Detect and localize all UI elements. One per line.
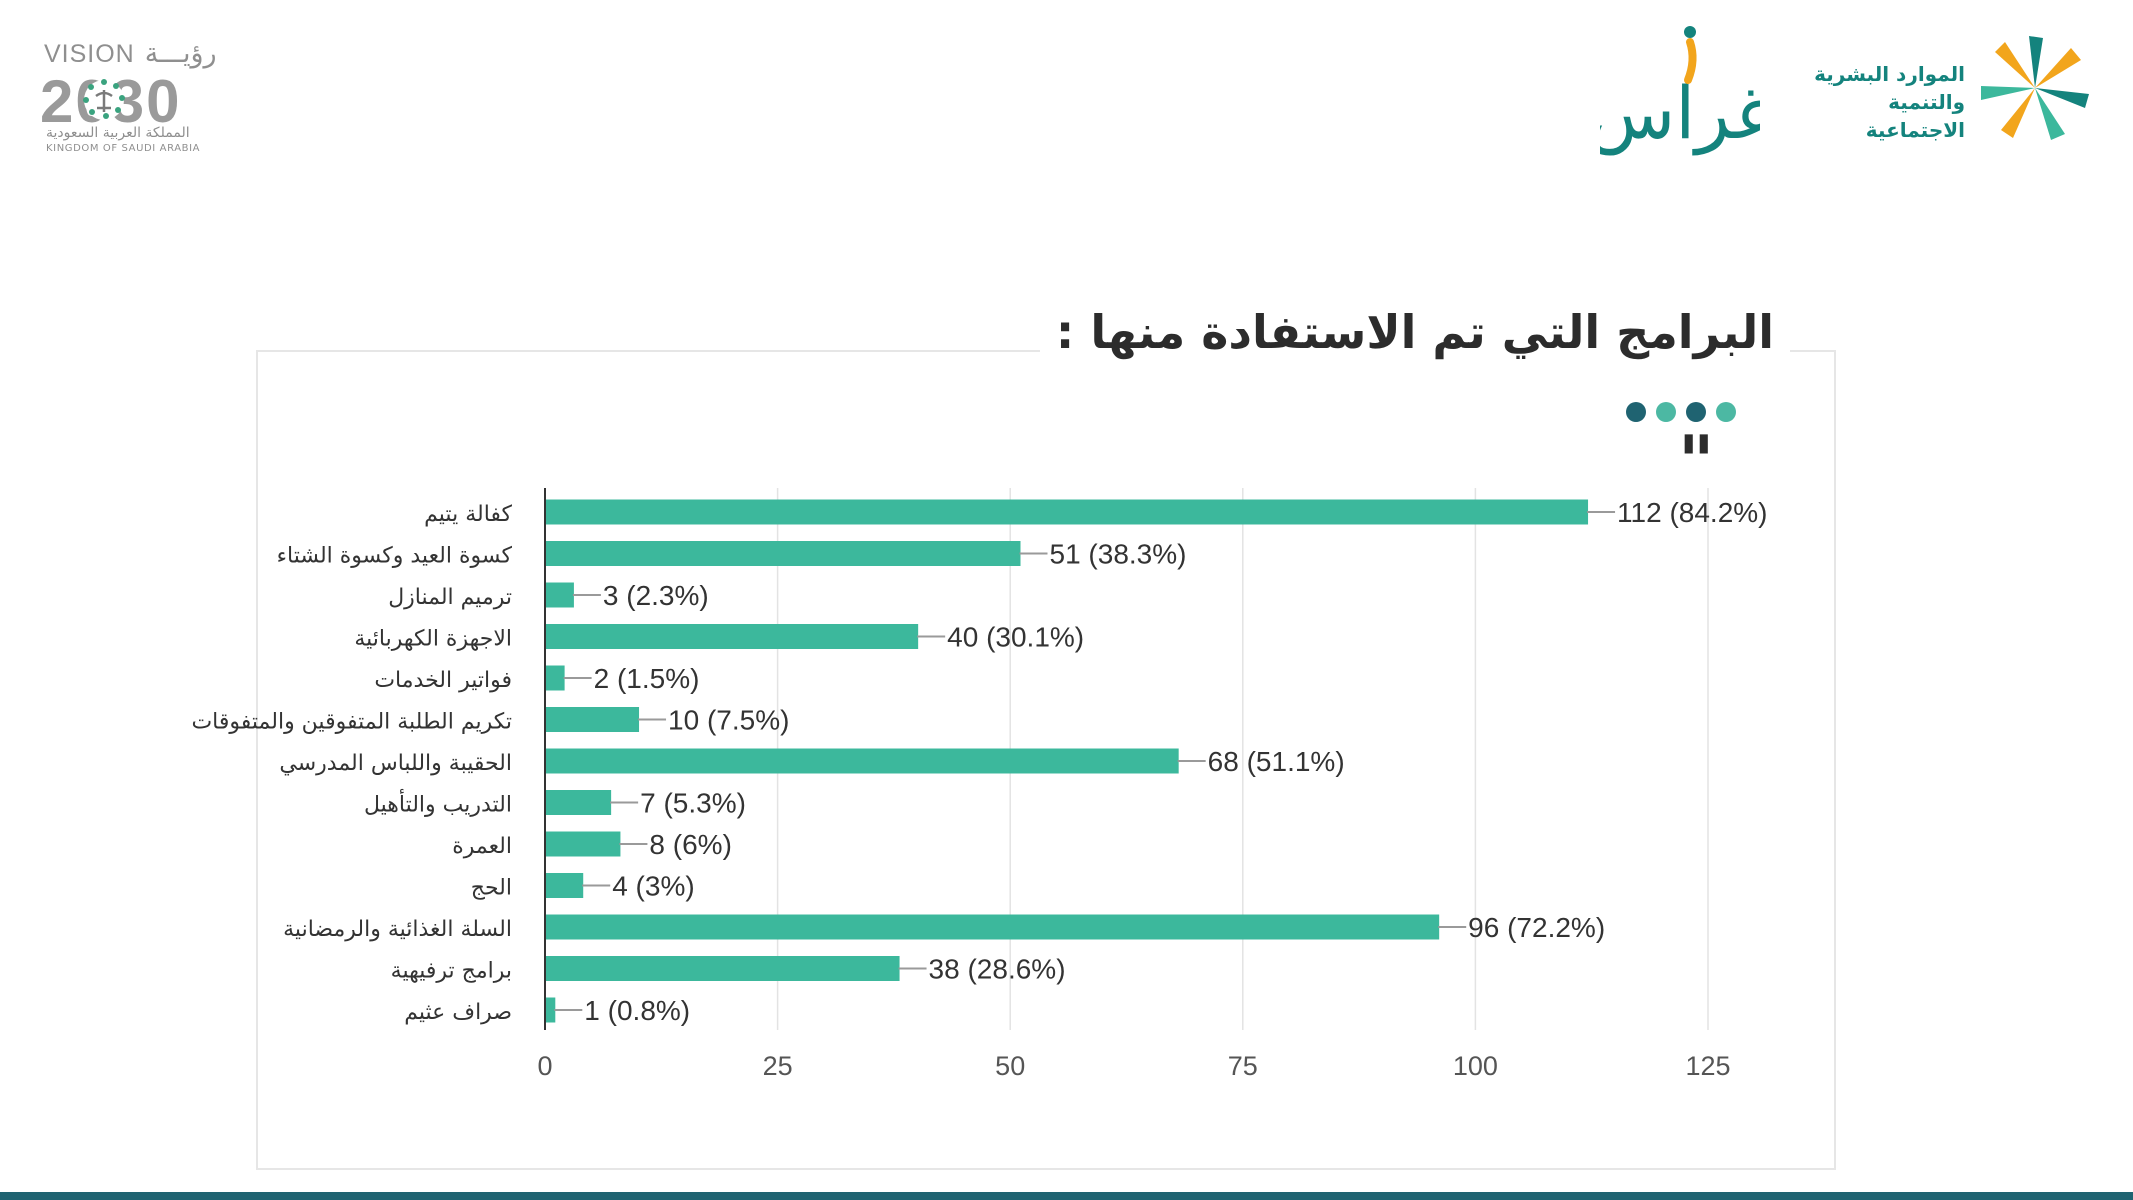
category-label: فواتير الخدمات [374,668,512,693]
bar [546,997,556,1023]
ministry-logo: الموارد البشرية والتنمية الاجتماعية [1795,28,2095,148]
ministry-star-icon [1981,36,2089,140]
vision-logo-text-ar: رؤيـــة [144,38,217,68]
category-label: الحج [471,876,512,901]
decor-dot [1626,402,1646,422]
x-tick-label: 0 [537,1051,552,1081]
data-label: 51 (38.3%) [1050,539,1187,570]
category-label: الاجهزة الكهربائية [354,627,512,652]
data-label: 4 (3%) [612,871,694,902]
x-tick-label: 50 [995,1051,1025,1081]
vision-logo-title: VISION رؤيـــة [44,38,217,69]
x-tick-label: 25 [763,1051,793,1081]
data-label: 8 (6%) [649,829,731,860]
bar [546,956,900,981]
category-label: كسوة العيد وكسوة الشتاء [277,544,513,569]
category-label: تكريم الطلبة المتفوقين والمتفوقات [191,710,512,735]
bar [546,624,919,649]
data-label: 112 (84.2%) [1617,497,1767,528]
ministry-logo-line1: الموارد البشرية [1814,62,1965,86]
decorative-dots [1626,402,1746,426]
bar [546,582,574,608]
vision-logo-subtitle-en: KINGDOM OF SAUDI ARABIA [46,143,201,154]
x-tick-label: 75 [1228,1051,1258,1081]
decor-dot [1656,402,1676,422]
decor-dot [1716,402,1736,422]
title-container: البرامج التي تم الاستفادة منها : [1040,296,1790,376]
data-label: 7 (5.3%) [640,788,746,819]
ghiras-logo: غراس [1600,26,1760,156]
bar [546,541,1021,566]
category-label: التدريب والتأهيل [364,789,512,818]
ministry-logo-line2: والتنمية الاجتماعية [1865,90,1965,142]
page-title: البرامج التي تم الاستفادة منها : [1055,305,1774,359]
data-label: 38 (28.6%) [929,954,1066,985]
vision-logo-year: 2030 [40,68,179,130]
vision-logo-text-en: VISION [44,40,135,68]
category-label: صراف عثيم [404,1000,512,1025]
category-label: برامج ترفيهية [391,959,512,984]
vision-logo-subtitle-ar: المملكة العربية السعودية [46,125,190,141]
x-tick-label: 125 [1685,1051,1730,1081]
category-label: السلة الغذائية والرمضانية [283,917,512,942]
category-label: كفالة يتيم [424,502,512,527]
data-label: 1 (0.8%) [584,995,690,1026]
bar [546,707,640,732]
vision-2030-logo: VISION رؤيـــة 2030 المملكة العربية السعو… [40,30,220,155]
data-label: 3 (2.3%) [603,580,709,611]
bar [546,748,1179,774]
category-label: العمرة [452,834,512,859]
ghiras-logo-text: غراس [1600,71,1760,156]
category-label: ترميم المنازل [388,585,512,610]
data-label: 40 (30.1%) [947,622,1084,653]
bar [546,790,612,815]
category-label: الحقيبة واللباس المدرسي [279,751,512,776]
bar [546,665,565,691]
data-label: 68 (51.1%) [1208,746,1345,777]
bar [546,831,621,857]
data-label: 96 (72.2%) [1468,912,1605,943]
data-label: 2 (1.5%) [594,663,700,694]
bar [546,873,584,898]
x-tick-label: 100 [1453,1051,1498,1081]
decor-dot [1686,402,1706,422]
ministry-logo-text: الموارد البشرية والتنمية الاجتماعية [1795,60,1965,144]
bar [546,914,1440,940]
quote-mark-icon: " [1678,421,1715,503]
palm-emblem-icon [83,79,125,120]
data-label: 10 (7.5%) [668,705,789,736]
bottom-accent-bar [0,1192,2133,1200]
bar [546,499,1589,525]
